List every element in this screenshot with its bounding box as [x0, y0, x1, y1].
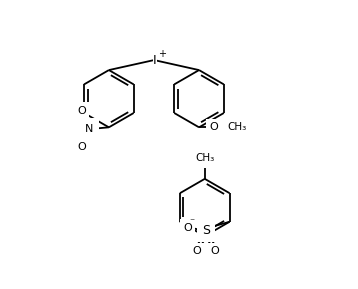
Text: +: +: [158, 49, 166, 59]
Text: N: N: [85, 124, 93, 134]
Text: I: I: [153, 53, 157, 66]
Text: O: O: [211, 246, 219, 256]
Text: O: O: [193, 246, 201, 256]
Text: O: O: [77, 142, 86, 152]
Text: S: S: [202, 224, 210, 237]
Text: CH₃: CH₃: [195, 153, 215, 163]
Text: ⁻: ⁻: [190, 217, 195, 227]
Text: O: O: [183, 223, 192, 233]
Text: O: O: [77, 106, 86, 116]
Text: CH₃: CH₃: [227, 122, 246, 132]
Text: O: O: [209, 122, 218, 132]
